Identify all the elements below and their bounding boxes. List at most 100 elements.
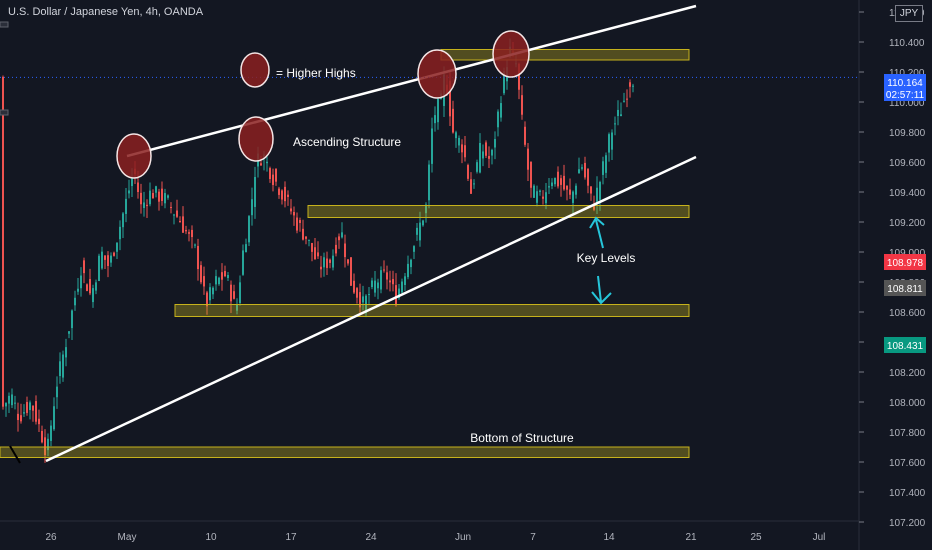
candle-body	[416, 227, 418, 235]
candle-body	[38, 418, 40, 425]
candle-body	[62, 354, 64, 378]
y-tick-label: 109.400	[889, 188, 926, 199]
candle-body	[179, 220, 181, 223]
candle-body	[479, 142, 481, 173]
candle-body	[290, 208, 292, 212]
candle-body	[239, 282, 241, 304]
candle-body	[152, 193, 154, 199]
y-tick-label: 109.800	[889, 128, 926, 139]
key-level-arrow-up	[589, 216, 605, 249]
candle-body	[212, 287, 214, 295]
candle-body	[77, 288, 79, 292]
candle-body	[233, 291, 235, 299]
key-level-zone	[307, 205, 690, 218]
candle-body	[50, 425, 52, 441]
candle-body	[344, 243, 346, 258]
candle-body	[557, 171, 559, 187]
candle-body	[362, 296, 364, 303]
candle-body	[527, 148, 529, 170]
edge-marker	[0, 109, 9, 116]
candle-body	[374, 280, 376, 293]
candle-body	[59, 361, 61, 377]
candle-body	[599, 182, 601, 200]
candle-body	[140, 192, 142, 205]
price-label-countdown: 02:57:11	[886, 90, 925, 101]
candle-body	[80, 275, 82, 289]
key-level-zone	[174, 304, 690, 317]
candle-body	[311, 243, 313, 252]
candle-body	[503, 71, 505, 94]
candle-body	[542, 196, 544, 199]
candle-body	[218, 277, 220, 285]
candle-body	[284, 186, 286, 202]
key-level-zone	[440, 49, 690, 61]
candle-body	[377, 282, 379, 289]
candle-body	[161, 188, 163, 202]
candle-body	[572, 191, 574, 203]
candle-body	[11, 394, 13, 406]
higher-high-circle	[116, 133, 152, 179]
candle-body	[236, 304, 238, 311]
candle-body	[524, 126, 526, 145]
candle-body	[476, 162, 478, 172]
candle-body	[632, 85, 634, 87]
candle-body	[566, 185, 568, 190]
candle-body	[305, 236, 307, 239]
candle-body	[155, 186, 157, 193]
x-tick-label: 25	[750, 532, 762, 543]
candle-body	[32, 405, 34, 411]
candle-body	[275, 169, 277, 182]
y-tick-label: 109.000	[889, 248, 926, 259]
candle-body	[623, 100, 625, 102]
candle-body	[104, 255, 106, 260]
candle-body	[392, 279, 394, 285]
candle-body	[401, 281, 403, 293]
candle-body	[614, 123, 616, 125]
candle-body	[458, 137, 460, 146]
candle-body	[356, 288, 358, 298]
candle-body	[521, 95, 523, 115]
price-label-value: 108.811	[887, 284, 923, 295]
candle-body	[164, 193, 166, 204]
candle-body	[410, 259, 412, 268]
candle-body	[407, 263, 409, 278]
candle-body	[149, 190, 151, 205]
candle-body	[317, 252, 319, 257]
candle-body	[83, 260, 85, 274]
candle-body	[17, 413, 19, 421]
x-tick-label: 10	[205, 532, 217, 543]
candle-body	[14, 402, 16, 404]
y-tick-label: 107.400	[889, 488, 926, 499]
candle-body	[620, 114, 622, 117]
candle-body	[608, 134, 610, 153]
candle-body	[248, 216, 250, 243]
candle-body	[167, 195, 169, 198]
candle-body	[368, 294, 370, 296]
x-tick-label: 7	[530, 532, 536, 543]
candle-body	[29, 402, 31, 411]
candle-body	[116, 242, 118, 252]
candle-body	[89, 279, 91, 294]
price-label-box	[884, 337, 926, 353]
key-level-arrow-down	[591, 275, 612, 305]
candle-body	[122, 213, 124, 228]
candle-body	[383, 269, 385, 271]
candle-body	[338, 236, 340, 241]
currency-button[interactable]: JPY	[895, 5, 923, 22]
price-label-value: 110.164	[887, 78, 923, 89]
candle-body	[494, 139, 496, 148]
candle-body	[242, 250, 244, 275]
y-tick-label: 109.600	[889, 158, 926, 169]
candle-body	[74, 297, 76, 306]
candle-body	[584, 162, 586, 178]
price-label-box	[884, 74, 926, 101]
candle-body	[185, 229, 187, 232]
higher-high-circle	[492, 30, 530, 78]
symbol-title: U.S. Dollar / Japanese Yen, 4h, OANDA	[8, 6, 204, 18]
candle-body	[578, 169, 580, 174]
y-tick-label: 107.200	[889, 518, 926, 529]
candle-body	[65, 347, 67, 358]
x-tick-label: 21	[685, 532, 697, 543]
annotation-key_levels: Key Levels	[577, 251, 636, 265]
